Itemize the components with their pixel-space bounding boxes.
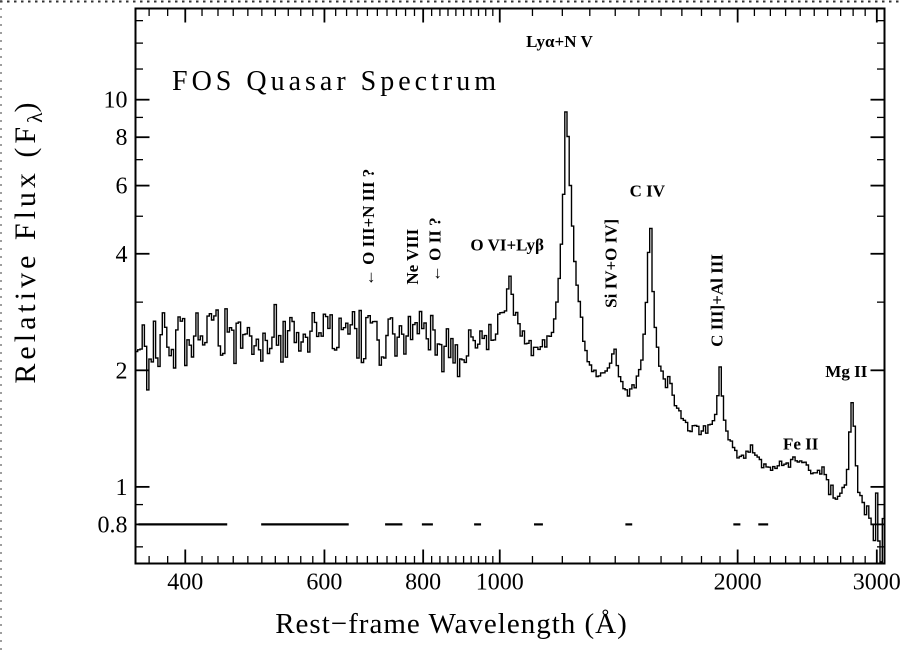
line-label-o2: ← O II ? <box>426 217 445 282</box>
y-tick-label: 6 <box>116 174 128 200</box>
x-tick-label: 600 <box>306 570 342 596</box>
x-tick-label: 3000 <box>853 570 901 596</box>
spectrum-trace <box>135 111 885 563</box>
y-tick-label: 8 <box>116 125 128 151</box>
y-tick-label: 4 <box>116 242 128 268</box>
line-label-lya-nv: Lyα+N V <box>526 32 593 51</box>
plot-title: FOS Quasar Spectrum <box>172 66 500 97</box>
y-tick-label: 10 <box>104 88 128 114</box>
y-tick-label: 1 <box>116 475 128 501</box>
x-tick-label: 1000 <box>476 570 524 596</box>
y-tick-label: 0.8 <box>98 512 128 538</box>
line-label-mg2: Mg II <box>825 362 867 381</box>
y-tick-label: 2 <box>116 358 128 384</box>
plot-frame <box>134 7 886 565</box>
x-tick-label: 800 <box>405 570 441 596</box>
line-label-fe2: Fe II <box>783 434 819 453</box>
x-axis-label: Rest−frame Wavelength (Å) <box>275 608 628 640</box>
y-axis-label-subscript: λ <box>23 112 47 123</box>
line-label-c3-al3: C III]+Al III <box>708 254 727 347</box>
line-label-o6-lyb: O VI+Lyβ <box>470 236 544 255</box>
line-label-si4-o4: Si IV+O IV] <box>601 219 620 308</box>
line-label-o3-n3: ← O III+N III ? <box>359 169 378 286</box>
line-label-c4: C IV <box>630 182 666 201</box>
line-label-ne8: Ne VIII <box>403 228 422 284</box>
x-tick-label: 2000 <box>714 570 762 596</box>
x-tick-label: 400 <box>167 570 203 596</box>
y-axis-label: Relative Flux (Fλ) <box>9 98 47 384</box>
